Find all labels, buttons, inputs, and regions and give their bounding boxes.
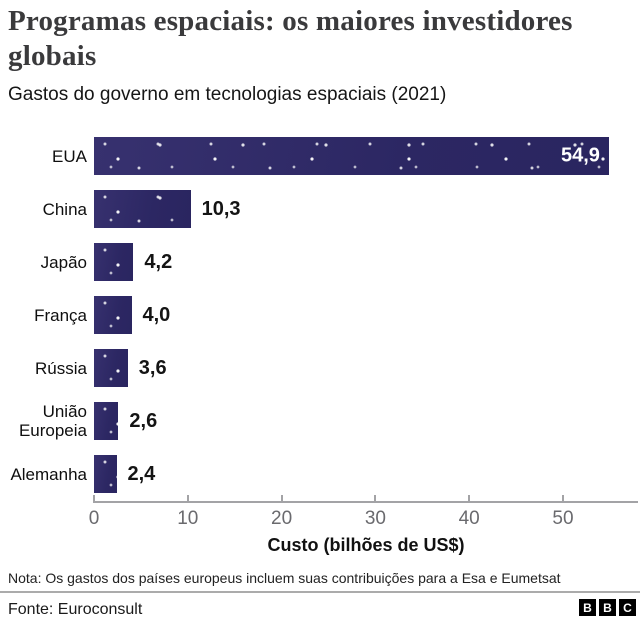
footer-divider <box>0 591 640 593</box>
axis-tick <box>468 495 471 503</box>
source-text: Fonte: Euroconsult <box>8 601 143 618</box>
value-label: 54,9 <box>560 144 600 167</box>
bar-row: França 4,0 <box>0 296 640 334</box>
category-label: Rússia <box>35 358 87 378</box>
axis-tick-label: 40 <box>458 508 480 529</box>
axis-tick <box>374 495 377 503</box>
axis-tick <box>562 495 564 503</box>
bar-row: Japão 4,2 <box>0 243 640 281</box>
bar <box>94 296 132 334</box>
bar <box>94 455 117 493</box>
bbc-logo-letter: B <box>579 599 596 616</box>
category-label: União Europeia <box>18 402 87 440</box>
bar <box>94 402 119 440</box>
bbc-logo: B B C <box>579 599 636 616</box>
x-axis: 0 10 20 30 40 50 Custo (bilhões de US$) <box>89 495 638 565</box>
axis-tick-label: 30 <box>364 508 386 529</box>
value-label: 4,0 <box>142 303 171 326</box>
category-label: Alemanha <box>10 464 87 484</box>
category-label: China <box>42 199 87 219</box>
value-label: 2,6 <box>129 409 158 432</box>
axis-tick <box>280 495 283 503</box>
bbc-logo-letter: B <box>599 599 616 616</box>
bar <box>94 243 134 281</box>
chart-subtitle: Gastos do governo em tecnologias espacia… <box>8 84 447 105</box>
value-label: 10,3 <box>201 197 241 220</box>
x-axis-line <box>94 501 638 503</box>
value-label: 3,6 <box>138 356 167 379</box>
bar-rows: EUA 54,9 China 10,3 Japão 4,2 França 4,0 Rússia 3… <box>0 137 640 493</box>
bar-row: EUA 54,9 <box>0 137 640 175</box>
value-label: 4,2 <box>144 250 173 273</box>
bar-row: Rússia 3,6 <box>0 349 640 387</box>
category-label: EUA <box>52 146 87 166</box>
bbc-logo-letter: C <box>619 599 636 616</box>
axis-tick <box>186 495 189 503</box>
bar <box>94 190 191 228</box>
category-label: Japão <box>40 252 87 272</box>
chart-title: Programas espaciais: os maiores investid… <box>8 5 573 72</box>
bar-row: União Europeia 2,6 <box>0 402 640 440</box>
footer-note: Nota: Os gastos dos países europeus incl… <box>8 570 561 586</box>
axis-tick-label: 50 <box>552 508 574 529</box>
bar-row: China 10,3 <box>0 190 640 228</box>
value-label: 2,4 <box>127 462 156 485</box>
bar <box>94 349 128 387</box>
category-label: França <box>34 305 87 325</box>
bar: 54,9 <box>94 137 609 175</box>
axis-tick-label: 20 <box>271 508 293 529</box>
axis-tick <box>93 495 95 503</box>
axis-tick-label: 10 <box>177 508 199 529</box>
x-axis-title: Custo (bilhões de US$) <box>267 535 465 555</box>
bar-row: Alemanha 2,4 <box>0 455 640 493</box>
axis-tick-label: 0 <box>88 508 100 529</box>
